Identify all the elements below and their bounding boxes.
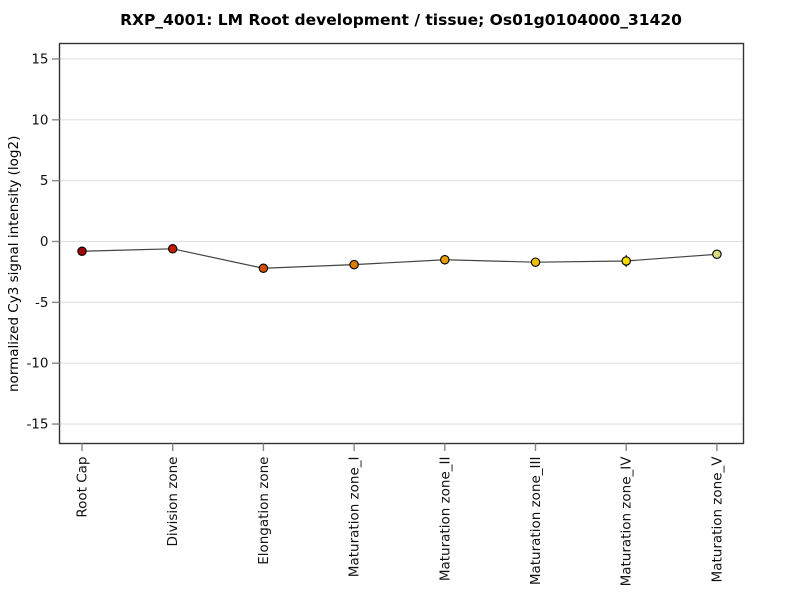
x-tick-label: Maturation zone_I	[347, 457, 363, 578]
y-tick-label: -10	[26, 356, 48, 372]
chart-title: RXP_4001: LM Root development / tissue; …	[120, 11, 682, 29]
y-tick-label: 15	[31, 51, 48, 67]
y-tick-label: -5	[35, 295, 48, 311]
y-tick-label: 0	[40, 234, 49, 250]
data-point	[530, 257, 541, 267]
x-tick-label: Maturation zone_V	[709, 456, 725, 583]
data-point	[349, 259, 359, 270]
x-tick-label: Elongation zone	[256, 457, 272, 565]
y-tick-label: 5	[40, 173, 49, 189]
plot-frame	[58, 42, 745, 445]
data-point	[77, 246, 87, 256]
x-tick-label: Maturation zone_III	[528, 457, 544, 586]
data-point	[258, 263, 269, 274]
x-tick-label: Root Cap	[75, 457, 91, 518]
x-tick-label: Division zone	[165, 457, 181, 547]
series-line	[81, 248, 717, 269]
x-tick-label: Maturation zone_II	[437, 457, 453, 582]
data-point	[167, 244, 178, 254]
x-tick-label: Maturation zone_IV	[619, 456, 635, 587]
data-point	[712, 249, 722, 260]
y-tick-label: 10	[31, 112, 48, 128]
data-point	[621, 256, 631, 266]
data-point	[440, 255, 450, 265]
y-tick-label: -15	[26, 417, 48, 433]
